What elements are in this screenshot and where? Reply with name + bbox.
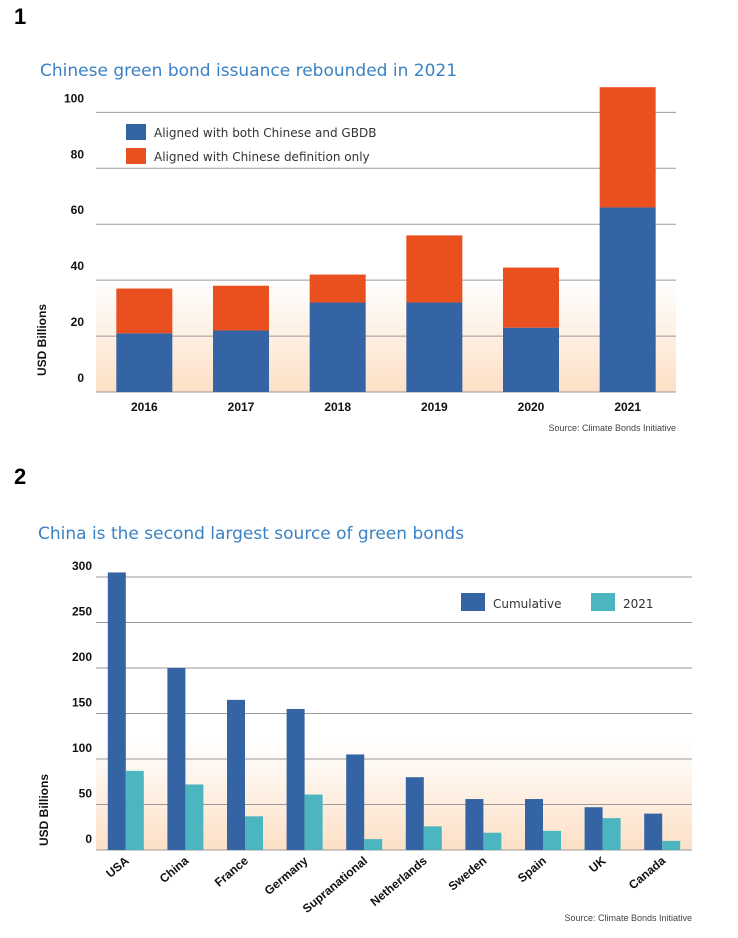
bar-Germany-series-0 xyxy=(286,708,305,850)
bar-Netherlands-series-1 xyxy=(423,826,442,850)
bar-Supranational-series-1 xyxy=(364,839,383,850)
x-tick-label: Germany xyxy=(262,853,311,897)
bar-Spain-series-1 xyxy=(543,830,561,850)
bar-Netherlands-series-0 xyxy=(405,777,424,850)
legend-swatch xyxy=(591,593,615,611)
bar-2021-series-0 xyxy=(599,207,656,392)
y-tick-label: 40 xyxy=(71,259,85,273)
x-tick-label: Canada xyxy=(626,853,668,892)
bar-Sweden-series-0 xyxy=(465,799,484,850)
y-tick-label: 50 xyxy=(79,787,93,801)
y-tick-label: 60 xyxy=(71,203,85,217)
y-axis-label: USD Billions xyxy=(37,774,51,846)
y-tick-label: 80 xyxy=(71,147,85,161)
x-tick-label: 2018 xyxy=(324,400,351,414)
bar-2017-series-1 xyxy=(213,285,269,331)
y-tick-label: 250 xyxy=(72,605,92,619)
bar-France-series-0 xyxy=(227,699,245,850)
bar-2016-series-1 xyxy=(116,288,173,334)
x-tick-label: 2019 xyxy=(421,400,448,414)
y-tick-label: 20 xyxy=(71,315,85,329)
x-tick-label: Supranational xyxy=(300,854,370,916)
x-tick-label: 2016 xyxy=(131,400,158,414)
bar-USA-series-1 xyxy=(125,770,144,850)
figure-number-2: 2 xyxy=(14,464,27,489)
bar-2018-series-0 xyxy=(309,302,366,392)
y-axis-label: USD Billions xyxy=(35,304,49,376)
x-tick-label: Sweden xyxy=(446,854,490,894)
x-tick-label: France xyxy=(212,853,251,889)
x-tick-label: China xyxy=(157,853,192,885)
bar-China-series-0 xyxy=(167,668,186,850)
legend-label: Aligned with Chinese definition only xyxy=(154,150,370,164)
bar-2019-series-0 xyxy=(406,302,463,392)
bar-France-series-1 xyxy=(245,816,263,850)
bar-2019-series-1 xyxy=(406,235,463,303)
legend-label: Aligned with both Chinese and GBDB xyxy=(154,126,376,140)
bar-USA-series-0 xyxy=(107,572,126,850)
y-tick-label: 300 xyxy=(72,559,92,573)
x-tick-label: 2017 xyxy=(228,400,255,414)
x-tick-label: Netherlands xyxy=(368,853,430,909)
bar-2020-series-0 xyxy=(503,327,559,392)
bar-Spain-series-0 xyxy=(525,799,543,850)
chart-title: Chinese green bond issuance rebounded in… xyxy=(40,61,457,81)
x-tick-label: UK xyxy=(586,853,609,875)
y-tick-label: 200 xyxy=(72,650,92,664)
x-tick-label: 2021 xyxy=(614,400,641,414)
y-tick-label: 100 xyxy=(72,741,92,755)
y-tick-label: 100 xyxy=(64,91,84,105)
y-tick-label: 150 xyxy=(72,696,92,710)
chart-title: China is the second largest source of gr… xyxy=(38,524,464,544)
legend-label: 2021 xyxy=(623,597,654,611)
bar-China-series-1 xyxy=(185,784,204,850)
figure-number-1: 1 xyxy=(14,4,27,29)
bar-2018-series-1 xyxy=(309,274,366,303)
x-tick-label: 2020 xyxy=(518,400,545,414)
legend-swatch xyxy=(461,593,485,611)
bar-2020-series-1 xyxy=(503,267,559,328)
x-tick-label: Spain xyxy=(515,854,549,886)
bar-Canada-series-1 xyxy=(662,840,681,850)
bar-2017-series-0 xyxy=(213,330,269,392)
y-tick-label: 0 xyxy=(77,371,84,385)
source-note: Source: Climate Bonds Initiative xyxy=(548,423,676,433)
bar-Sweden-series-1 xyxy=(483,832,502,850)
bar-UK-series-1 xyxy=(602,818,621,850)
legend-label: Cumulative xyxy=(493,597,562,611)
bar-Supranational-series-0 xyxy=(346,754,365,850)
bar-2021-series-1 xyxy=(599,87,656,208)
bar-2016-series-0 xyxy=(116,333,173,392)
y-tick-label: 0 xyxy=(85,832,92,846)
legend-swatch xyxy=(126,148,146,164)
bar-Germany-series-1 xyxy=(304,794,323,850)
legend-swatch xyxy=(126,124,146,140)
bar-UK-series-0 xyxy=(584,807,603,850)
bar-Canada-series-0 xyxy=(644,813,663,850)
x-tick-label: USA xyxy=(103,853,132,880)
source-note: Source: Climate Bonds Initiative xyxy=(564,913,692,923)
